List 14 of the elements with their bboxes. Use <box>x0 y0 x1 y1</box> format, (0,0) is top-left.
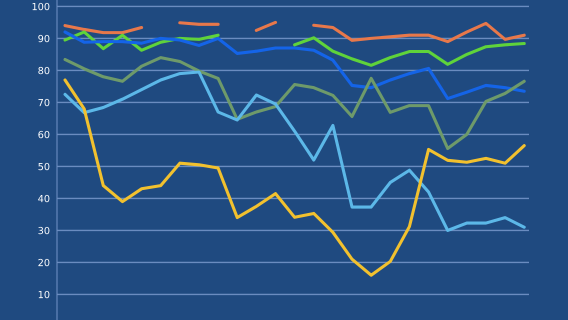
line-series <box>64 70 526 232</box>
y-tick-label: 10 <box>38 290 50 298</box>
y-tick-label: 90 <box>38 34 50 42</box>
y-tick-label: 30 <box>38 226 50 234</box>
y-tick-label: 70 <box>38 98 50 106</box>
y-tick-label: 50 <box>38 162 50 170</box>
line-series <box>64 30 526 100</box>
y-tick-label: 60 <box>38 130 50 138</box>
line-series <box>64 56 526 150</box>
line-series <box>64 78 526 277</box>
y-tick-label: 40 <box>38 194 50 202</box>
y-tick-label: 100 <box>32 2 50 10</box>
y-tick-label: 80 <box>38 66 50 74</box>
y-tick-label: 20 <box>38 258 50 266</box>
